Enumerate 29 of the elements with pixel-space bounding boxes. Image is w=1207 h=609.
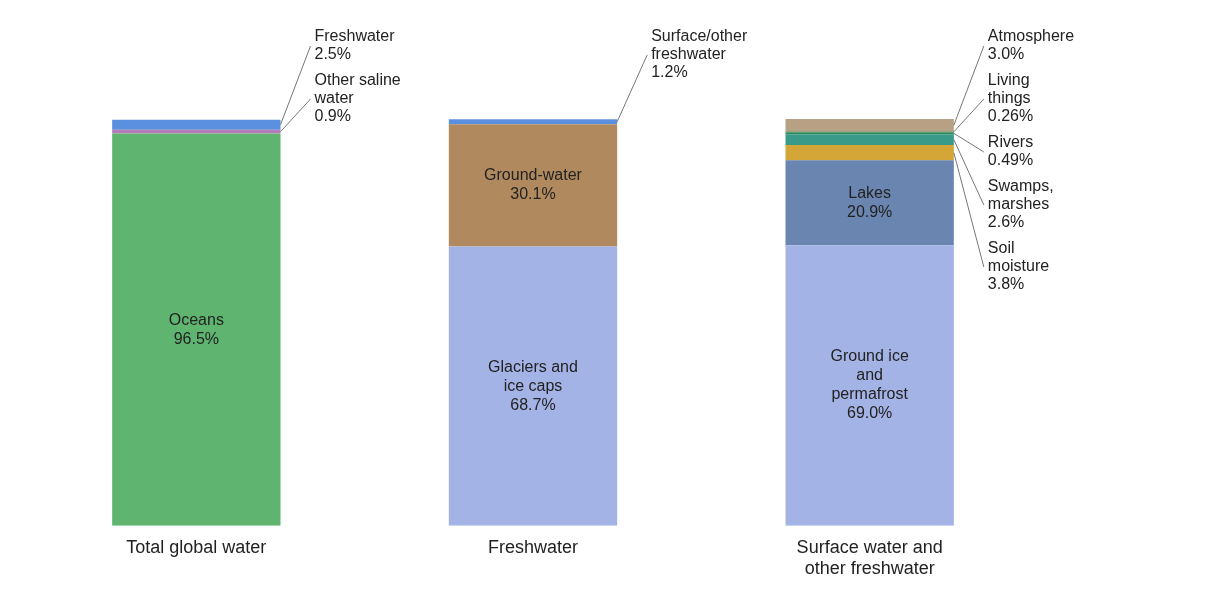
- series-label: Ground ice and permafrost: [830, 347, 909, 403]
- text: Rivers: [987, 133, 1034, 151]
- series-label: Lakes: [848, 183, 892, 201]
- data-label: 0.49%: [987, 151, 1034, 169]
- data-label: 0.9%: [314, 107, 351, 125]
- x-tick-label: Total global water: [126, 536, 267, 557]
- text: Atmosphere: [987, 27, 1075, 45]
- text: Freshwater: [314, 27, 396, 45]
- x-tick-label: Surface water and other freshwater: [796, 536, 943, 579]
- data-label: 2.6%: [987, 213, 1025, 231]
- data-label: 1.2%: [651, 63, 688, 81]
- data-label: 30.1%: [510, 185, 556, 203]
- data-label: 96.5%: [173, 329, 220, 347]
- data-label: 3.8%: [987, 275, 1025, 293]
- data-label: 20.9%: [846, 202, 893, 220]
- text: Swamps, marshes: [987, 177, 1054, 213]
- text: Living things: [987, 71, 1031, 107]
- text: Soil moisture: [987, 239, 1050, 275]
- data-label: 69.0%: [846, 404, 893, 422]
- data-label: 3.0%: [987, 45, 1025, 63]
- data-label: 2.5%: [314, 45, 351, 63]
- series-label: Glaciers and ice caps: [488, 357, 578, 394]
- data-label: 0.26%: [987, 107, 1034, 125]
- text: Surface/other freshwater: [651, 27, 748, 63]
- series-label: Oceans: [168, 310, 224, 328]
- x-tick-label: Freshwater: [487, 536, 579, 557]
- series-label: Ground-water: [484, 166, 583, 184]
- data-label: 68.7%: [510, 395, 556, 413]
- text: Other saline water: [313, 71, 401, 107]
